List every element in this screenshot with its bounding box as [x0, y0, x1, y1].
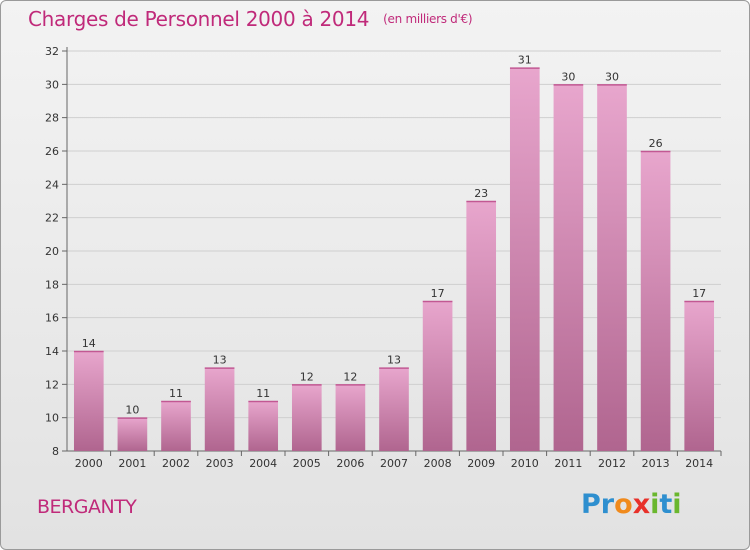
y-tick-label: 8 — [52, 445, 59, 458]
y-tick-label: 28 — [45, 112, 59, 125]
x-tick-label: 2001 — [118, 457, 146, 470]
data-label: 30 — [605, 70, 619, 83]
bar — [248, 401, 279, 451]
bar — [117, 417, 148, 451]
data-label: 11 — [256, 387, 270, 400]
bar — [204, 367, 235, 451]
data-label: 11 — [169, 387, 183, 400]
x-tick-label: 2007 — [380, 457, 408, 470]
bar — [422, 301, 453, 451]
y-tick-label: 22 — [45, 212, 59, 225]
logo-letter: r — [600, 489, 615, 520]
bar — [640, 151, 671, 451]
data-label: 12 — [343, 370, 357, 383]
x-tick-label: 2014 — [685, 457, 713, 470]
x-tick-label: 2012 — [598, 457, 626, 470]
y-tick-label: 30 — [45, 78, 59, 91]
bar — [291, 384, 322, 451]
data-label: 17 — [692, 287, 706, 300]
logo-letter: i — [650, 489, 660, 520]
data-label: 23 — [474, 187, 488, 200]
proxiti-logo: Proxiti — [581, 489, 682, 520]
bar — [466, 201, 497, 451]
bar — [379, 367, 409, 451]
bar — [553, 84, 584, 451]
chart-subtitle: (en milliers d'€) — [383, 12, 473, 26]
logo-letter: t — [659, 489, 673, 520]
bar — [335, 384, 366, 451]
data-label: 13 — [213, 354, 227, 367]
commune-name: BERGANTY — [37, 496, 137, 518]
y-tick-label: 18 — [45, 278, 59, 291]
logo-letter: x — [632, 489, 651, 520]
data-label: 30 — [561, 70, 575, 83]
data-label: 26 — [649, 137, 663, 150]
bar — [161, 401, 191, 451]
x-tick-label: 2000 — [75, 457, 103, 470]
x-tick-label: 2009 — [467, 457, 495, 470]
x-tick-label: 2002 — [162, 457, 190, 470]
labels: 14 10 11 13 11 12 12 13 17 23 31 30 30 26 17 — [82, 54, 706, 417]
data-label: 14 — [82, 337, 96, 350]
x-tick-label: 2010 — [511, 457, 539, 470]
y-tick-label: 20 — [45, 245, 59, 258]
x-tick-label: 2008 — [424, 457, 452, 470]
axes: 8 10 12 14 16 18 20 22 24 26 28 30 32 2000 2001 2002 200… — [45, 45, 722, 470]
y-tick-label: 24 — [45, 178, 59, 191]
logo-letter: i — [672, 489, 682, 520]
y-tick-label: 14 — [45, 345, 59, 358]
data-label: 31 — [518, 54, 532, 67]
y-tick-label: 12 — [45, 378, 59, 391]
y-tick-label: 26 — [45, 145, 59, 158]
chart-title: Charges de Personnel 2000 à 2014 (en mill… — [28, 7, 473, 31]
logo-letter: o — [614, 489, 633, 520]
bars — [73, 67, 715, 452]
y-tick-label: 10 — [45, 412, 59, 425]
data-label: 10 — [125, 404, 139, 417]
bar — [597, 84, 627, 451]
x-tick-label: 2005 — [293, 457, 321, 470]
x-tick-label: 2004 — [249, 457, 277, 470]
data-label: 17 — [431, 287, 445, 300]
data-label: 13 — [387, 354, 401, 367]
y-tick-label: 16 — [45, 312, 59, 325]
x-tick-label: 2013 — [642, 457, 670, 470]
bar — [509, 67, 540, 452]
bar — [684, 301, 715, 451]
bar — [73, 351, 104, 451]
x-tick-label: 2011 — [554, 457, 582, 470]
chart-title-text: Charges de Personnel 2000 à 2014 — [28, 7, 370, 31]
y-tick-label: 32 — [45, 45, 59, 58]
x-tick-label: 2006 — [336, 457, 364, 470]
data-label: 12 — [300, 370, 314, 383]
x-tick-label: 2003 — [206, 457, 234, 470]
logo-letter: P — [581, 489, 601, 520]
